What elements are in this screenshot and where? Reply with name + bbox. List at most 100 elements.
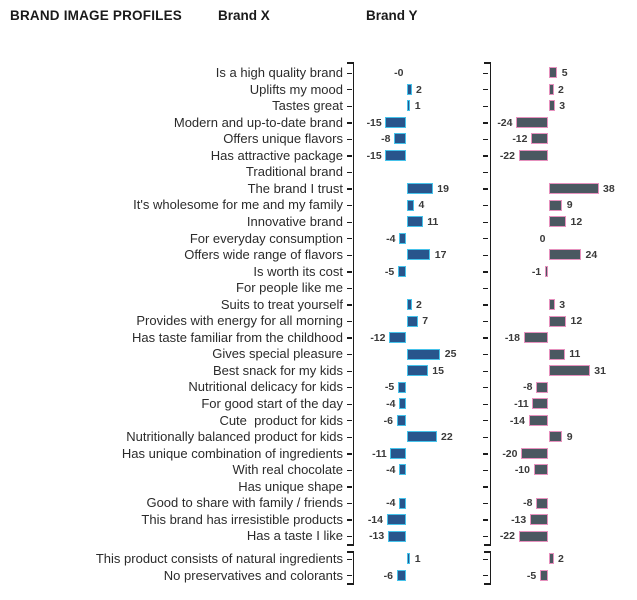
- brand-y-bar: [518, 150, 548, 162]
- brand-x-plot-cell: 25: [345, 346, 479, 363]
- brand-y-plot-cell: -5: [481, 568, 637, 585]
- brand-x-value-label: 2: [416, 298, 422, 311]
- category-label: Suits to treat yourself: [220, 296, 343, 312]
- axis-tick: [482, 105, 488, 108]
- chart-row: Best snack for my kids 15 31: [0, 363, 637, 380]
- brand-y-plot-cell: -12: [481, 131, 637, 148]
- brand-y-plot-cell: -8: [481, 495, 637, 512]
- brand-y-column-header: Brand Y: [366, 8, 418, 23]
- brand-y-plot-cell: [481, 280, 637, 297]
- axis-tick: [482, 271, 488, 273]
- brand-x-bar: [396, 569, 406, 581]
- brand-y-plot-cell: 24: [481, 247, 637, 264]
- axis-tick: [346, 122, 352, 124]
- axis-tick: [482, 469, 488, 472]
- brand-x-bar: [407, 183, 433, 195]
- brand-y-value-label: 9: [566, 199, 573, 212]
- brand-y-value-label: 3: [559, 100, 566, 113]
- chart-row: This brand has irresistible products -14 -…: [0, 512, 637, 529]
- brand-y-plot-cell: 31: [481, 363, 637, 380]
- brand-y-bar: [536, 381, 548, 393]
- category-label: Nutritional delicacy for kids: [188, 379, 343, 395]
- brand-x-value-label: 7: [422, 315, 429, 328]
- brand-x-bar: [407, 216, 423, 228]
- category-label: No preservatives and colorants: [163, 567, 343, 583]
- brand-y-plot-cell: 12: [481, 313, 637, 330]
- axis-tick: [346, 486, 352, 488]
- brand-x-plot-cell: 22: [345, 429, 479, 446]
- category-label: Is worth its cost: [253, 263, 343, 279]
- brand-y-value-label: -20: [502, 447, 518, 460]
- brand-y-bar: [549, 315, 566, 327]
- brand-x-bar: [407, 553, 411, 565]
- brand-y-plot-cell: 9: [481, 197, 637, 214]
- brand-y-bar: [531, 133, 548, 145]
- brand-y-value-label: 2: [558, 83, 564, 96]
- axis-tick: [482, 519, 488, 521]
- brand-x-value-label: -15: [366, 116, 382, 129]
- category-label: Has a taste I like: [246, 528, 343, 544]
- brand-x-bar: [407, 100, 411, 112]
- brand-y-value-label: 38: [603, 182, 615, 195]
- brand-x-plot-cell: -15: [345, 115, 479, 132]
- brand-x-axis-bracket-footer: [347, 551, 354, 585]
- brand-y-bar: [549, 553, 554, 565]
- brand-x-plot-cell: -15: [345, 148, 479, 165]
- brand-y-value-label: -5: [526, 569, 537, 582]
- chart-row: Good to share with family / friends -4 -8: [0, 495, 637, 512]
- brand-x-value-label: -4: [386, 464, 396, 477]
- chart-row: For people like me: [0, 280, 637, 297]
- brand-x-bar: [397, 265, 406, 277]
- chart-row: Is worth its cost -5 -1: [0, 264, 637, 281]
- axis-tick: [346, 353, 352, 356]
- brand-y-plot-cell: -24: [481, 115, 637, 132]
- brand-y-bar: [516, 116, 548, 128]
- chart-row: Suits to treat yourself 2 3: [0, 297, 637, 314]
- brand-y-value-label: -10: [514, 464, 530, 477]
- brand-x-axis-bracket-main: [347, 62, 354, 546]
- category-label: Best snack for my kids: [212, 362, 343, 378]
- axis-tick: [482, 171, 488, 174]
- brand-x-value-label: -15: [366, 149, 382, 162]
- brand-y-value-label: -14: [509, 414, 525, 427]
- brand-x-plot-cell: -13: [345, 528, 479, 545]
- brand-y-value-label: 24: [585, 249, 598, 262]
- chart-row: Innovative brand 11 12: [0, 214, 637, 231]
- brand-x-plot-cell: 4: [345, 197, 479, 214]
- brand-y-value-label: 11: [569, 348, 581, 361]
- brand-x-bar: [394, 133, 406, 145]
- category-label: Offers unique flavors: [223, 131, 343, 147]
- axis-tick: [346, 370, 352, 372]
- brand-x-bar: [385, 116, 406, 128]
- brand-x-bar: [387, 530, 406, 542]
- brand-y-plot-cell: -20: [481, 446, 637, 463]
- brand-y-bar: [549, 431, 563, 443]
- chart-row: Nutritional delicacy for kids -5 -8: [0, 379, 637, 396]
- category-label: Nutritionally balanced product for kids: [126, 429, 343, 445]
- axis-tick: [482, 453, 488, 455]
- category-label: Has unique shape: [238, 478, 343, 494]
- brand-y-bar: [549, 83, 554, 95]
- brand-x-plot-cell: -8: [345, 131, 479, 148]
- axis-tick: [482, 221, 488, 223]
- brand-y-value-label: -11: [514, 398, 529, 410]
- category-label: Traditional brand: [245, 164, 343, 180]
- brand-y-value-label: 5: [561, 67, 568, 79]
- category-label: This product consists of natural ingredi…: [95, 551, 343, 566]
- brand-y-bar: [523, 332, 548, 344]
- axis-tick: [482, 353, 488, 356]
- brand-x-plot-cell: 19: [345, 181, 479, 198]
- brand-x-plot-cell: -4: [345, 495, 479, 512]
- brand-y-bar: [521, 447, 548, 459]
- category-label: With real chocolate: [232, 462, 343, 478]
- brand-x-bar: [407, 249, 431, 261]
- brand-x-value-label: 25: [444, 348, 457, 361]
- axis-tick: [482, 575, 488, 577]
- brand-x-bar: [390, 447, 406, 459]
- brand-x-plot-cell: [345, 479, 479, 496]
- category-label: Is a high quality brand: [215, 65, 343, 80]
- brand-x-value-label: 1: [414, 553, 421, 565]
- axis-tick: [346, 72, 352, 74]
- brand-y-bar: [549, 348, 565, 360]
